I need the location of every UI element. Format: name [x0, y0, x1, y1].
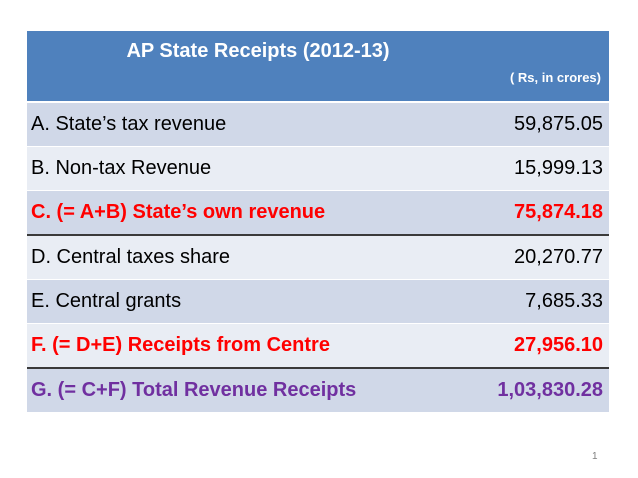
row-label: G. (= C+F) Total Revenue Receipts [31, 379, 357, 401]
table-row-tax-revenue: A. State’s tax revenue 59,875.05 [27, 103, 609, 147]
row-value: 15,999.13 [514, 157, 603, 179]
row-label: E. Central grants [31, 290, 182, 312]
table-row-total-revenue: G. (= C+F) Total Revenue Receipts 1,03,8… [27, 369, 609, 413]
table-header: AP State Receipts (2012-13) ( Rs, in cro… [27, 31, 609, 103]
table-row-central-taxes: D. Central taxes share 20,270.77 [27, 236, 609, 280]
row-value: 27,956.10 [514, 334, 603, 356]
row-label: B. Non-tax Revenue [31, 157, 212, 179]
row-value: 59,875.05 [514, 113, 603, 135]
row-value: 7,685.33 [525, 290, 603, 312]
table-title: AP State Receipts (2012-13) [126, 40, 390, 62]
page-number: 1 [592, 451, 598, 462]
row-value: 75,874.18 [514, 201, 603, 223]
row-value: 20,270.77 [514, 246, 603, 268]
receipts-table: AP State Receipts (2012-13) ( Rs, in cro… [27, 31, 609, 413]
table-row-own-revenue: C. (= A+B) State’s own revenue 75,874.18 [27, 191, 609, 236]
unit-note: ( Rs, in crores) [509, 70, 601, 85]
table-row-central-grants: E. Central grants 7,685.33 [27, 280, 609, 324]
table-row-receipts-from-centre: F. (= D+E) Receipts from Centre 27,956.1… [27, 324, 609, 369]
table-row-non-tax-revenue: B. Non-tax Revenue 15,999.13 [27, 147, 609, 191]
row-value: 1,03,830.28 [497, 379, 603, 401]
row-label: A. State’s tax revenue [31, 113, 227, 135]
row-label: F. (= D+E) Receipts from Centre [31, 334, 330, 356]
row-label: D. Central taxes share [31, 246, 230, 268]
row-label: C. (= A+B) State’s own revenue [31, 201, 326, 223]
